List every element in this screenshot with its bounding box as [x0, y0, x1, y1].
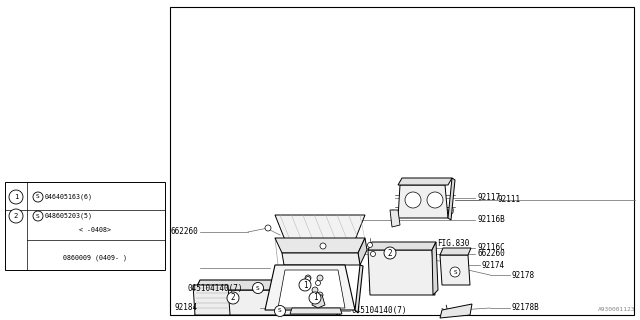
- Text: 046405163(6): 046405163(6): [45, 194, 93, 200]
- Circle shape: [9, 209, 23, 223]
- Text: 92184: 92184: [175, 303, 198, 313]
- Text: S: S: [256, 285, 260, 291]
- Circle shape: [427, 192, 443, 208]
- Polygon shape: [432, 242, 438, 295]
- Text: 92178: 92178: [512, 270, 535, 279]
- Polygon shape: [448, 178, 455, 220]
- Circle shape: [312, 287, 318, 293]
- Polygon shape: [398, 178, 452, 185]
- Polygon shape: [440, 304, 472, 318]
- Text: 662260: 662260: [477, 250, 505, 259]
- Circle shape: [384, 247, 396, 259]
- Bar: [170, 7, 634, 315]
- Polygon shape: [282, 253, 360, 265]
- Polygon shape: [290, 308, 342, 314]
- Text: < -0408>: < -0408>: [79, 227, 111, 233]
- Text: A930001123: A930001123: [598, 307, 635, 312]
- Text: S: S: [278, 308, 282, 314]
- Text: S: S: [36, 213, 40, 219]
- Polygon shape: [440, 255, 470, 285]
- Circle shape: [9, 190, 23, 204]
- Circle shape: [316, 281, 321, 285]
- Circle shape: [265, 225, 271, 231]
- Circle shape: [305, 275, 311, 281]
- Polygon shape: [355, 265, 363, 313]
- Text: S: S: [36, 195, 40, 199]
- Circle shape: [371, 252, 376, 257]
- Circle shape: [405, 192, 421, 208]
- Text: 66150: 66150: [432, 207, 455, 217]
- Polygon shape: [368, 250, 435, 295]
- Polygon shape: [390, 210, 400, 227]
- Text: 662260: 662260: [170, 228, 198, 236]
- Polygon shape: [335, 280, 342, 315]
- Polygon shape: [275, 238, 365, 253]
- Circle shape: [305, 276, 310, 282]
- Circle shape: [253, 283, 264, 293]
- Circle shape: [309, 292, 321, 304]
- Text: 92178B: 92178B: [512, 303, 540, 313]
- Text: 92117: 92117: [477, 194, 500, 203]
- Text: 2: 2: [388, 249, 392, 258]
- Text: S: S: [453, 269, 457, 275]
- Circle shape: [367, 243, 372, 247]
- Polygon shape: [440, 248, 471, 255]
- Circle shape: [275, 306, 285, 316]
- Text: 0860009 (0409- ): 0860009 (0409- ): [63, 255, 127, 261]
- Polygon shape: [195, 290, 340, 315]
- Text: 2: 2: [14, 213, 18, 219]
- Polygon shape: [312, 295, 325, 308]
- Circle shape: [227, 292, 239, 304]
- Polygon shape: [195, 280, 340, 290]
- Text: 1: 1: [14, 194, 18, 200]
- Polygon shape: [358, 238, 367, 265]
- Polygon shape: [193, 285, 230, 315]
- Text: 048605203(5): 048605203(5): [45, 213, 93, 219]
- Circle shape: [299, 279, 311, 291]
- Text: 045104140(7): 045104140(7): [352, 307, 408, 316]
- Text: FRONT: FRONT: [138, 193, 160, 207]
- Text: 1: 1: [303, 281, 307, 290]
- Circle shape: [320, 243, 326, 249]
- Text: 2: 2: [230, 293, 236, 302]
- Circle shape: [317, 292, 323, 298]
- Circle shape: [317, 275, 323, 281]
- Text: 92111: 92111: [497, 196, 520, 204]
- Circle shape: [450, 267, 460, 277]
- Polygon shape: [275, 215, 365, 240]
- Polygon shape: [278, 270, 345, 308]
- Polygon shape: [368, 242, 436, 250]
- Polygon shape: [398, 185, 448, 218]
- Bar: [5, 182, 165, 270]
- Circle shape: [33, 211, 43, 221]
- Polygon shape: [265, 265, 355, 310]
- Text: 92174: 92174: [482, 260, 505, 269]
- Circle shape: [33, 192, 43, 202]
- Text: 92116C: 92116C: [477, 244, 505, 252]
- Text: 1: 1: [313, 293, 317, 302]
- Text: 92116B: 92116B: [477, 215, 505, 225]
- Text: 045104140(7): 045104140(7): [188, 284, 243, 292]
- Text: FIG.830: FIG.830: [437, 239, 469, 249]
